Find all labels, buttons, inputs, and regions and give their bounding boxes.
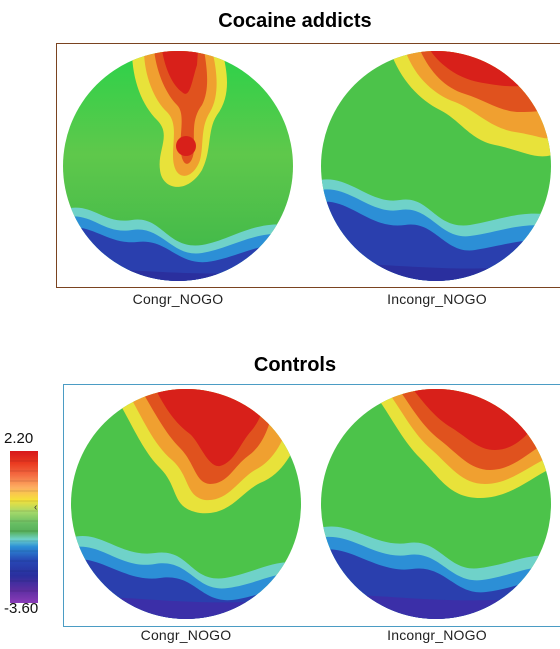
group-title-controls: Controls [253,354,337,376]
topomap-control-incongr [321,389,551,619]
topomap-cocaine-incongr [321,51,551,281]
condition-label-cocaine-congr: Congr_NOGO [132,291,224,307]
controls-panel-frame [63,384,560,627]
color-scale-max-label: 2.20 [4,430,34,447]
topomap-control-congr [71,389,301,619]
condition-label-control-incongr: Incongr_NOGO [387,627,487,643]
topomap-cocaine-congr [63,51,293,281]
group-title-cocaine-addicts: Cocaine addicts [218,10,372,32]
condition-label-control-congr: Congr_NOGO [140,627,232,643]
color-scale-min-label: -3.60 [4,600,39,617]
cocaine-addicts-panel-frame [56,43,560,288]
color-scale-zero-marker: ‹ [34,502,38,513]
color-scale-bar [10,451,38,603]
condition-label-cocaine-incongr: Incongr_NOGO [387,291,487,307]
